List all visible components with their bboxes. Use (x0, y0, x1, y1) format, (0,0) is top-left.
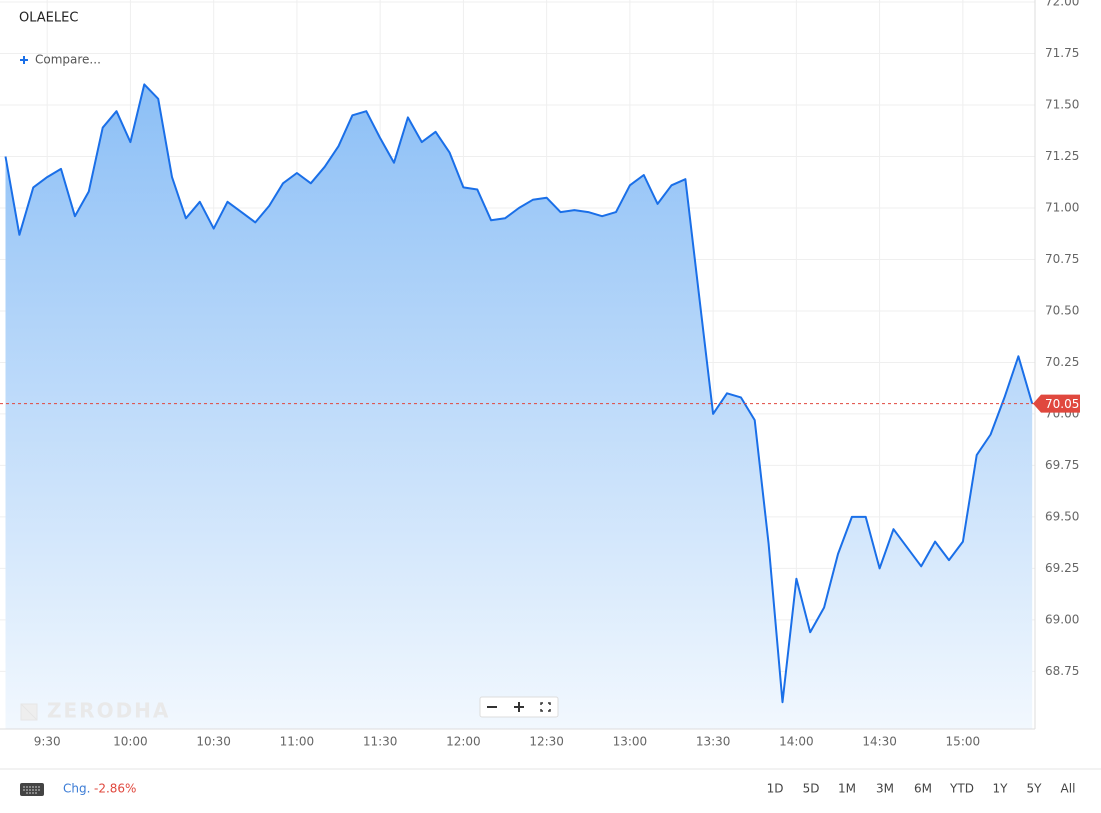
y-tick-label: 69.25 (1045, 561, 1079, 575)
x-tick-label: 13:30 (696, 735, 731, 749)
x-tick-label: 14:00 (779, 735, 814, 749)
range-button[interactable]: 6M (914, 782, 932, 796)
watermark-logo (20, 703, 38, 721)
x-tick-label: 13:00 (613, 735, 648, 749)
range-button[interactable]: YTD (949, 782, 974, 796)
x-tick-label: 9:30 (34, 735, 61, 749)
range-button[interactable]: 1D (767, 782, 784, 796)
range-button[interactable]: 5D (803, 782, 820, 796)
y-tick-label: 70.25 (1045, 355, 1079, 369)
zoom-controls (479, 696, 559, 718)
x-tick-label: 15:00 (946, 735, 981, 749)
y-tick-label: 71.00 (1045, 200, 1079, 214)
watermark: ZERODHA (47, 699, 170, 723)
range-button[interactable]: 5Y (1027, 782, 1043, 796)
x-tick-label: 12:00 (446, 735, 481, 749)
last-price-tag (1033, 394, 1080, 413)
x-tick-label: 12:30 (529, 735, 564, 749)
keyboard-icon[interactable] (20, 783, 44, 796)
range-button[interactable]: 1M (838, 782, 856, 796)
y-tick-label: 70.50 (1045, 303, 1079, 317)
x-tick-label: 10:00 (113, 735, 148, 749)
compare-button[interactable]: Compare... (20, 53, 101, 67)
y-tick-label: 69.50 (1045, 509, 1079, 523)
range-button[interactable]: 1Y (993, 782, 1009, 796)
y-tick-label: 69.00 (1045, 612, 1079, 626)
y-tick-label: 71.25 (1045, 149, 1079, 163)
y-tick-label: 69.75 (1045, 458, 1079, 472)
y-tick-label: 71.75 (1045, 46, 1079, 60)
last-price-label: 70.05 (1045, 397, 1079, 411)
y-tick-label: 70.75 (1045, 252, 1079, 266)
x-tick-label: 10:30 (196, 735, 231, 749)
symbol: OLAELEC (19, 11, 78, 26)
y-tick-label: 68.75 (1045, 664, 1079, 678)
change-value: -2.86% (94, 782, 136, 796)
range-button[interactable]: All (1061, 782, 1076, 796)
x-tick-label: 11:30 (363, 735, 398, 749)
zoom-in[interactable] (514, 702, 524, 712)
zoom-reset[interactable] (540, 702, 551, 712)
y-tick-label: 71.50 (1045, 98, 1079, 112)
y-tick-label: 72.00 (1045, 0, 1079, 9)
area (5, 84, 1033, 729)
x-tick-label: 11:00 (280, 735, 315, 749)
range-button[interactable]: 3M (876, 782, 894, 796)
change-label: Chg. (63, 782, 90, 796)
compare-label[interactable]: Compare... (35, 53, 101, 67)
x-tick-label: 14:30 (862, 735, 897, 749)
price-line (4, 83, 1034, 704)
